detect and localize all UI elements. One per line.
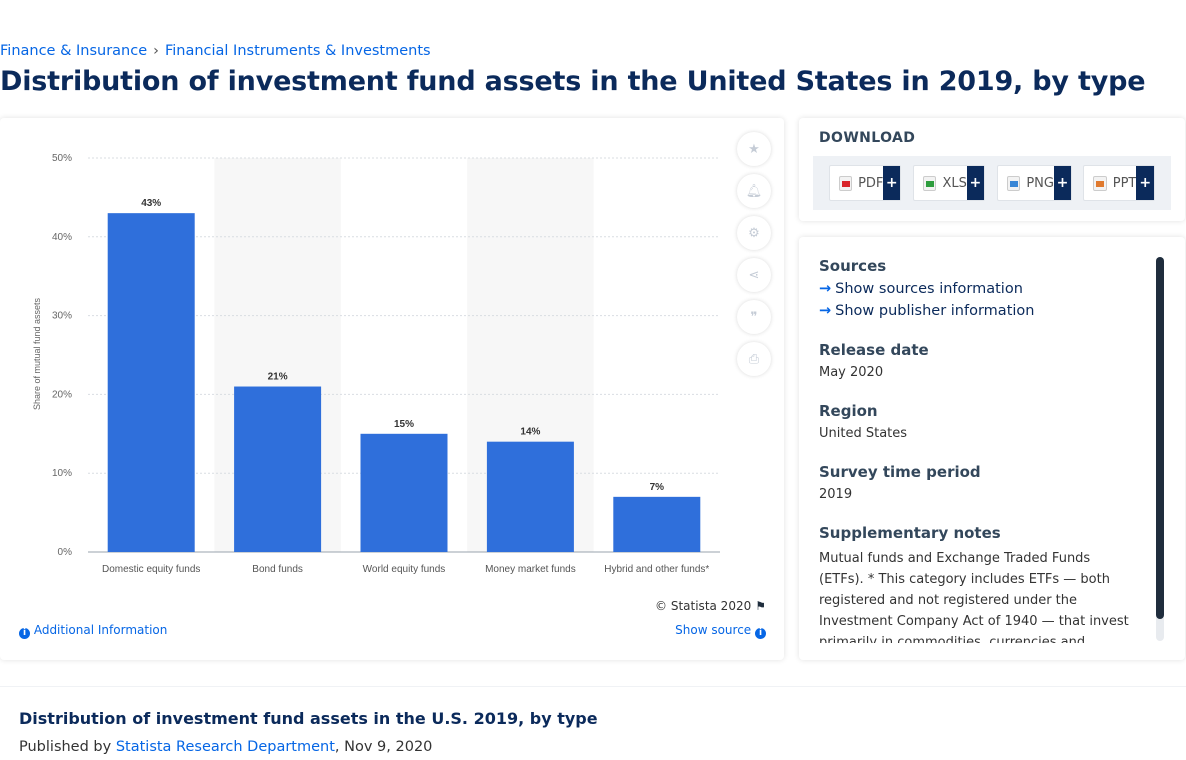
y-axis-label: Share of mutual fund assets [32,297,42,410]
y-tick-label: 10% [52,468,72,479]
y-tick-label: 50% [52,153,72,164]
info-panel: Sources → Show sources information → Show … [799,237,1185,660]
plus-icon[interactable]: + [1054,166,1071,200]
plus-icon[interactable]: + [967,166,984,200]
x-tick-label: Hybrid and other funds* [604,564,709,575]
info-icon: i [19,628,30,639]
publisher-link[interactable]: Statista Research Department [116,739,335,755]
star-icon[interactable]: ★ [737,132,771,166]
survey-period-heading: Survey time period [819,463,1139,481]
print-icon[interactable]: ⎙ [737,342,771,376]
y-tick-label: 30% [52,311,72,322]
download-png-button[interactable]: PNG + [997,165,1072,201]
additional-information-label: Additional Information [34,623,168,637]
survey-period-value: 2019 [819,487,1139,502]
breadcrumb-separator: › [153,43,159,59]
pdf-label: PDF [858,176,883,191]
show-sources-link[interactable]: → Show sources information [819,281,1139,297]
download-ppt-button[interactable]: PPT + [1083,165,1155,201]
xls-label: XLS [942,176,966,191]
info-scroll-area[interactable]: Sources → Show sources information → Show … [819,257,1139,643]
x-tick-label: Domestic equity funds [102,564,200,575]
show-publisher-label: Show publisher information [835,303,1034,319]
page-title: Distribution of investment fund assets i… [0,66,1145,97]
publish-date: , Nov 9, 2020 [335,739,432,755]
bar[interactable] [108,213,195,552]
supplementary-notes-value: Mutual funds and Exchange Traded Funds (… [819,548,1139,643]
y-tick-label: 20% [52,389,72,400]
x-tick-label: World equity funds [363,564,446,575]
divider [0,686,1186,687]
ppt-file-icon [1093,176,1107,191]
download-pdf-button[interactable]: PDF + [829,165,901,201]
pdf-file-icon [839,176,852,191]
plus-icon[interactable]: + [883,166,900,200]
release-date-value: May 2020 [819,365,1139,380]
y-tick-label: 40% [52,232,72,243]
png-file-icon [1007,176,1020,191]
bar-chart: 0% 10% 20% 30% 40% 50% 43% 21% 15% 14% 7% Domesti… [0,118,784,588]
scrollbar-thumb[interactable] [1156,257,1164,619]
y-tick-label: 0% [58,547,73,558]
ppt-label: PPT [1113,176,1137,191]
supplementary-notes-heading: Supplementary notes [819,524,1139,542]
data-label: 43% [141,198,161,209]
region-value: United States [819,426,1139,441]
chart-credits[interactable]: © Statista 2020 ⚑ [655,599,766,613]
sources-heading: Sources [819,257,1139,275]
info-icon: i [755,628,766,639]
bar[interactable] [234,387,321,552]
bell-icon[interactable]: 🔔︎ [737,174,771,208]
share-icon[interactable]: ⋖ [737,258,771,292]
bar[interactable] [361,434,448,552]
published-by: Published by Statista Research Departmen… [19,739,432,755]
credits-text: © Statista 2020 [655,599,751,613]
bar[interactable] [613,497,700,552]
x-tick-label: Bond funds [252,564,303,575]
breadcrumb-financial-instruments[interactable]: Financial Instruments & Investments [165,43,431,59]
arrow-right-icon: → [819,281,831,297]
show-sources-label: Show sources information [835,281,1023,297]
show-source-label: Show source [675,623,751,637]
show-source-link[interactable]: Show source i [675,623,766,639]
show-publisher-link[interactable]: → Show publisher information [819,303,1139,319]
arrow-right-icon: → [819,303,831,319]
quote-icon[interactable]: ❞ [737,300,771,334]
additional-information-link[interactable]: i Additional Information [19,623,167,639]
published-by-label: Published by [19,739,111,755]
png-label: PNG [1026,176,1054,191]
xls-file-icon [923,176,936,191]
release-date-heading: Release date [819,341,1139,359]
chart-card: 0% 10% 20% 30% 40% 50% 43% 21% 15% 14% 7% Domesti… [0,118,784,660]
x-tick-label: Money market funds [485,564,576,575]
scrollbar[interactable] [1156,257,1164,641]
region-heading: Region [819,402,1139,420]
data-label: 14% [520,427,540,438]
breadcrumb-finance[interactable]: Finance & Insurance [0,43,147,59]
download-buttons: PDF + XLS + PNG + PPT + [813,156,1171,210]
data-label: 15% [394,419,414,430]
download-panel: DOWNLOAD PDF + XLS + PNG + PPT + [799,118,1185,221]
gear-icon[interactable]: ⚙ [737,216,771,250]
breadcrumb: Finance & Insurance › Financial Instrument… [0,43,431,59]
statistic-title: Distribution of investment fund assets i… [19,709,598,728]
data-label: 21% [268,372,288,383]
chart-toolbar: ★ 🔔︎ ⚙ ⋖ ❞ ⎙ [737,132,771,384]
data-label: 7% [650,482,665,493]
download-title: DOWNLOAD [819,130,915,146]
bar[interactable] [487,442,574,552]
flag-icon[interactable]: ⚑ [755,599,766,613]
plus-icon[interactable]: + [1136,166,1154,200]
download-xls-button[interactable]: XLS + [913,165,985,201]
